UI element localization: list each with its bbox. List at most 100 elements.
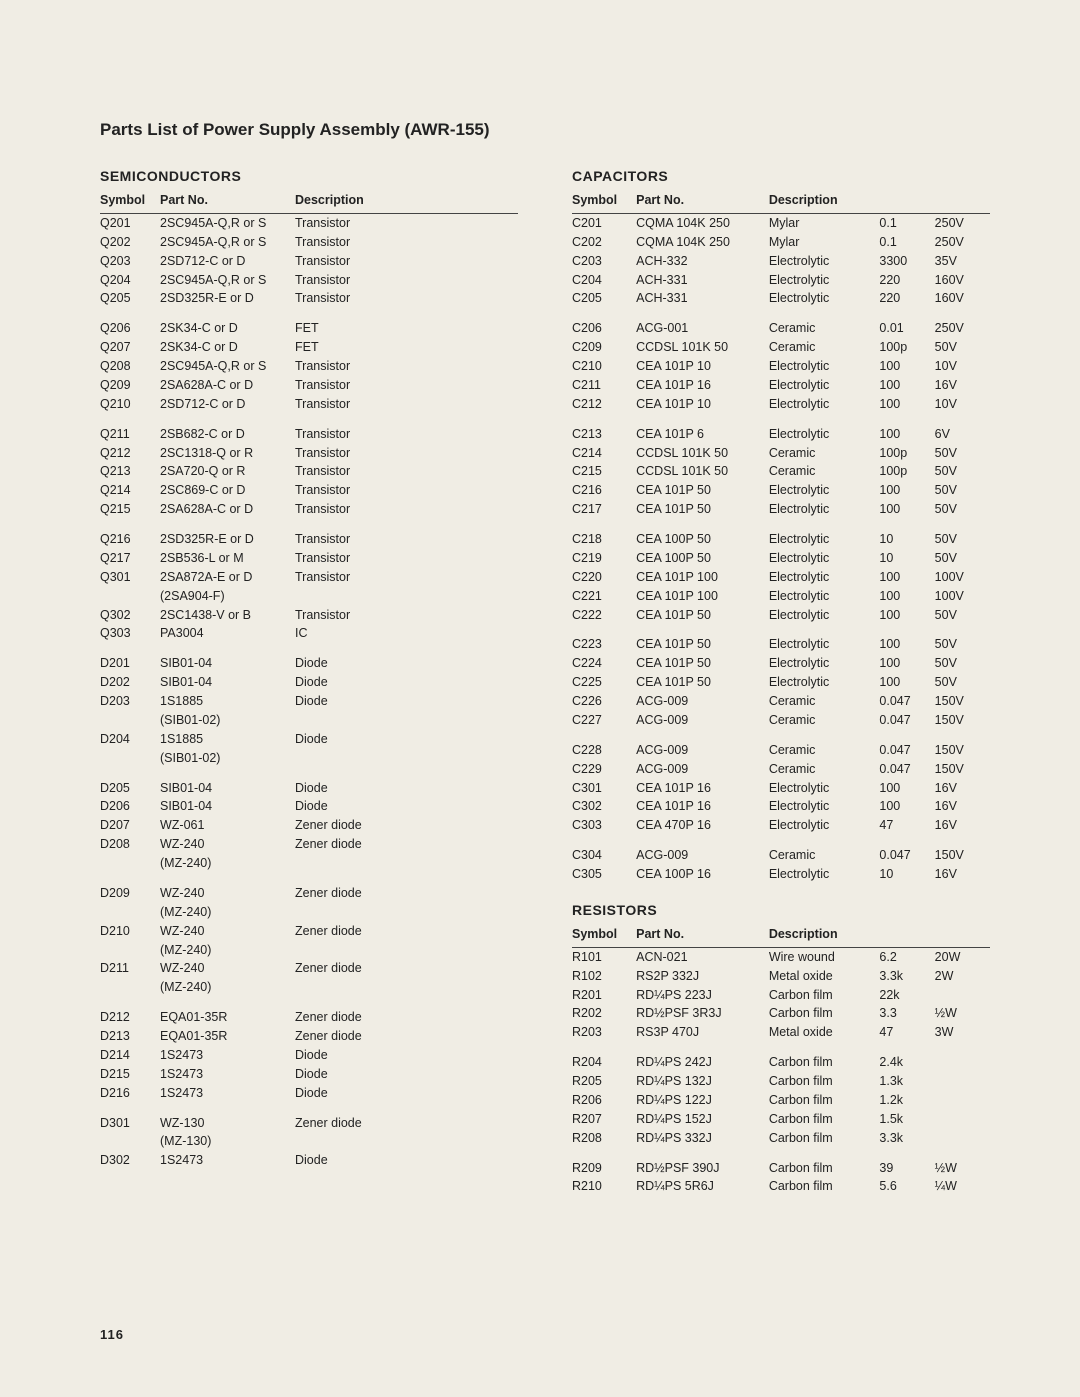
cell: Zener diode bbox=[295, 1114, 518, 1133]
cell: 47 bbox=[879, 1023, 934, 1042]
cell: C221 bbox=[572, 587, 636, 606]
cell: CEA 101P 100 bbox=[636, 587, 769, 606]
cell: 16V bbox=[935, 779, 990, 798]
cell: Electrolytic bbox=[769, 252, 880, 271]
cell: ACG-009 bbox=[636, 846, 769, 865]
cell: 2SC945A-Q,R or S bbox=[160, 213, 295, 232]
table-row: Q2102SD712-C or DTransistor bbox=[100, 395, 518, 414]
cell: Q204 bbox=[100, 271, 160, 290]
cell: C219 bbox=[572, 549, 636, 568]
cell: CQMA 104K 250 bbox=[636, 233, 769, 252]
cell: Carbon film bbox=[769, 1177, 880, 1196]
cell bbox=[295, 854, 518, 873]
cell: C224 bbox=[572, 654, 636, 673]
cell: Electrolytic bbox=[769, 530, 880, 549]
cell: ½W bbox=[935, 1159, 990, 1178]
table-row: C222CEA 101P 50Electrolytic10050V bbox=[572, 606, 990, 625]
table-row: R204RD¼PS 242JCarbon film2.4k bbox=[572, 1053, 990, 1072]
cell: D212 bbox=[100, 1008, 160, 1027]
cell: Electrolytic bbox=[769, 395, 880, 414]
cell: 2SD325R-E or D bbox=[160, 530, 295, 549]
cell: Q214 bbox=[100, 481, 160, 500]
cell: Carbon film bbox=[769, 1053, 880, 1072]
cell: C304 bbox=[572, 846, 636, 865]
cell: Ceramic bbox=[769, 319, 880, 338]
cell: Electrolytic bbox=[769, 635, 880, 654]
section-heading-semiconductors: SEMICONDUCTORS bbox=[100, 168, 518, 184]
cell: Electrolytic bbox=[769, 865, 880, 884]
cell: 50V bbox=[935, 673, 990, 692]
cell: 22k bbox=[879, 986, 934, 1005]
page-number: 116 bbox=[100, 1327, 124, 1342]
cell: 47 bbox=[879, 816, 934, 835]
table-row: C212CEA 101P 10Electrolytic10010V bbox=[572, 395, 990, 414]
cell: C214 bbox=[572, 444, 636, 463]
table-row: C227ACG-009Ceramic0.047150V bbox=[572, 711, 990, 730]
table-row: C217CEA 101P 50Electrolytic10050V bbox=[572, 500, 990, 519]
cell: CEA 470P 16 bbox=[636, 816, 769, 835]
table-row: D205SIB01-04Diode bbox=[100, 779, 518, 798]
cell: Q201 bbox=[100, 213, 160, 232]
cell: C216 bbox=[572, 481, 636, 500]
cell: R210 bbox=[572, 1177, 636, 1196]
table-row: C201CQMA 104K 250Mylar0.1250V bbox=[572, 213, 990, 232]
cell: 220 bbox=[879, 289, 934, 308]
cell: Transistor bbox=[295, 376, 518, 395]
cell: CEA 101P 50 bbox=[636, 500, 769, 519]
cell: CEA 101P 50 bbox=[636, 654, 769, 673]
cell: (2SA904-F) bbox=[160, 587, 295, 606]
table-row: C219CEA 100P 50Electrolytic1050V bbox=[572, 549, 990, 568]
cell: 1S2473 bbox=[160, 1065, 295, 1084]
cell: 250V bbox=[935, 319, 990, 338]
cell: 50V bbox=[935, 654, 990, 673]
cell: Transistor bbox=[295, 252, 518, 271]
cell: Metal oxide bbox=[769, 967, 880, 986]
cell: Electrolytic bbox=[769, 481, 880, 500]
cell: WZ-130 bbox=[160, 1114, 295, 1133]
cell: Electrolytic bbox=[769, 654, 880, 673]
cell: D211 bbox=[100, 959, 160, 978]
cell: 2SB682-C or D bbox=[160, 425, 295, 444]
cell: 100 bbox=[879, 481, 934, 500]
cell: CEA 100P 50 bbox=[636, 549, 769, 568]
col-partno: Part No. bbox=[160, 190, 295, 213]
cell: Ceramic bbox=[769, 711, 880, 730]
cell: 150V bbox=[935, 760, 990, 779]
cell: 100 bbox=[879, 797, 934, 816]
cell: R204 bbox=[572, 1053, 636, 1072]
table-row: (MZ-130) bbox=[100, 1132, 518, 1151]
cell: 100p bbox=[879, 338, 934, 357]
cell: Diode bbox=[295, 673, 518, 692]
table-row: Q2132SA720-Q or RTransistor bbox=[100, 462, 518, 481]
cell: D216 bbox=[100, 1084, 160, 1103]
cell: 10 bbox=[879, 549, 934, 568]
cell: 100 bbox=[879, 395, 934, 414]
cell: 150V bbox=[935, 846, 990, 865]
cell: 100V bbox=[935, 587, 990, 606]
cell bbox=[295, 941, 518, 960]
table-row: C225CEA 101P 50Electrolytic10050V bbox=[572, 673, 990, 692]
cell: C211 bbox=[572, 376, 636, 395]
cell: Q301 bbox=[100, 568, 160, 587]
cell: 100 bbox=[879, 357, 934, 376]
cell: Zener diode bbox=[295, 884, 518, 903]
table-row: Q3012SA872A-E or DTransistor bbox=[100, 568, 518, 587]
table-row: R207RD¼PS 152JCarbon film1.5k bbox=[572, 1110, 990, 1129]
cell: Zener diode bbox=[295, 835, 518, 854]
cell: D210 bbox=[100, 922, 160, 941]
cell: CEA 100P 16 bbox=[636, 865, 769, 884]
cell: 100 bbox=[879, 673, 934, 692]
cell: IC bbox=[295, 624, 518, 643]
cell: Mylar bbox=[769, 213, 880, 232]
cell: Q206 bbox=[100, 319, 160, 338]
cell: 0.1 bbox=[879, 213, 934, 232]
cell: Diode bbox=[295, 1084, 518, 1103]
cell: C301 bbox=[572, 779, 636, 798]
table-row: R102RS2P 332JMetal oxide3.3k2W bbox=[572, 967, 990, 986]
cell: D215 bbox=[100, 1065, 160, 1084]
cell: CEA 101P 50 bbox=[636, 606, 769, 625]
cell: 100 bbox=[879, 635, 934, 654]
table-row: C204ACH-331Electrolytic220160V bbox=[572, 271, 990, 290]
cell: Carbon film bbox=[769, 1159, 880, 1178]
cell: RD¼PS 242J bbox=[636, 1053, 769, 1072]
